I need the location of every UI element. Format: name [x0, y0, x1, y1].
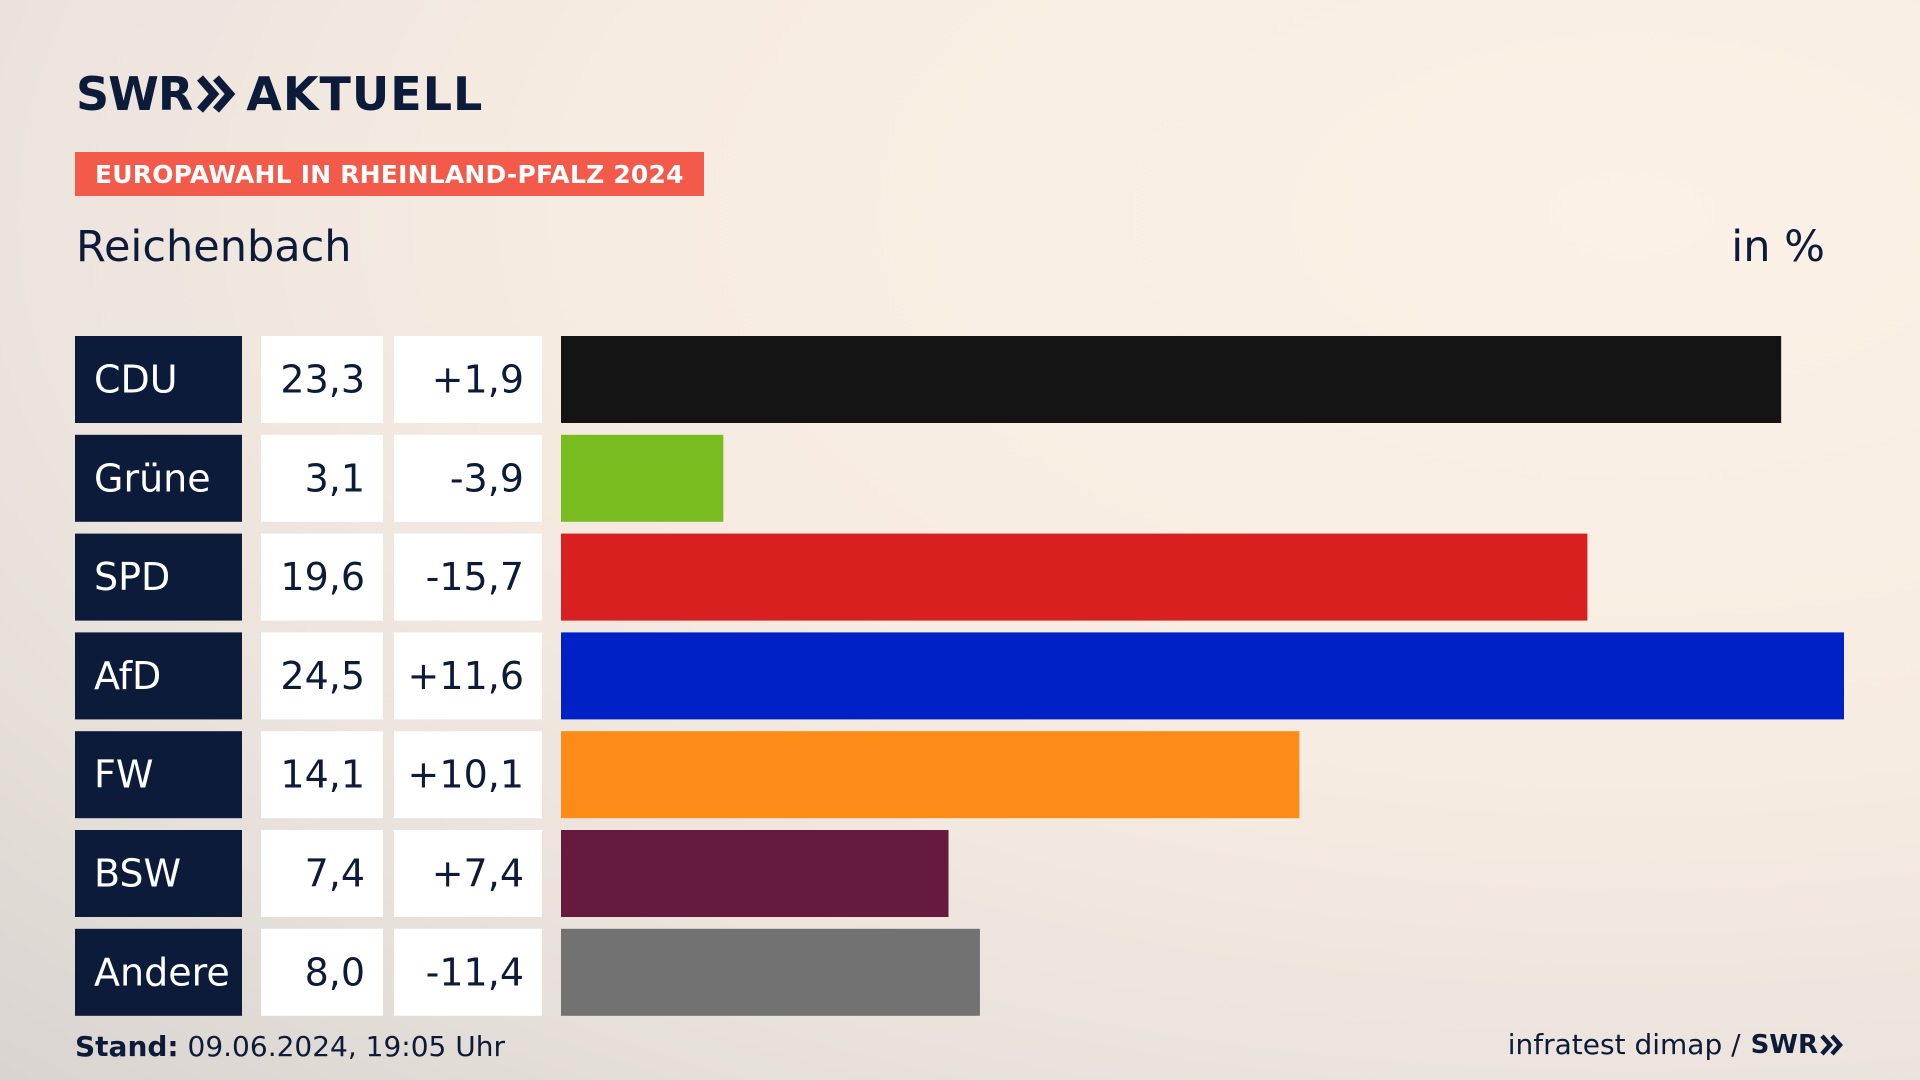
change-label: +10,1: [408, 753, 524, 797]
change-box: [394, 533, 542, 621]
value-label: 3,1: [305, 456, 365, 500]
timestamp: Stand: 09.06.2024, 19:05 Uhr: [75, 1030, 505, 1063]
party-label-box: [75, 731, 242, 819]
party-label: FW: [94, 753, 153, 797]
party-label-box: [75, 336, 242, 423]
result-bar: [561, 336, 1782, 423]
party-label-box: [75, 830, 242, 917]
value-box: [261, 830, 383, 917]
change-box: [394, 830, 542, 917]
logo-aktuell-text: AKTUELL: [246, 67, 484, 121]
stand-value: 09.06.2024, 19:05 Uhr: [187, 1030, 505, 1063]
result-bar: [561, 830, 949, 917]
value-box: [261, 928, 383, 1016]
party-label-box: [75, 632, 242, 720]
change-box: [394, 434, 542, 522]
change-label: -11,4: [426, 950, 524, 994]
source-logo-text: SWR: [1750, 1029, 1818, 1060]
change-label: -3,9: [450, 456, 524, 500]
swr-aktuell-logo: SWR AKTUELL: [76, 67, 484, 121]
result-bar: [561, 434, 724, 522]
value-label: 23,3: [280, 358, 365, 402]
place-title: Reichenbach: [76, 222, 352, 272]
result-bar: [561, 533, 1588, 621]
change-box: [394, 731, 542, 819]
party-label: AfD: [94, 654, 161, 698]
election-badge: EUROPAWAHL IN RHEINLAND-PFALZ 2024: [75, 152, 704, 196]
party-label: SPD: [94, 555, 170, 599]
small-double-chevron-icon: [1820, 1034, 1844, 1055]
party-label: Andere: [94, 950, 230, 994]
value-label: 8,0: [305, 950, 365, 994]
stand-label: Stand:: [75, 1030, 179, 1063]
change-box: [394, 632, 542, 720]
party-label: BSW: [94, 852, 181, 896]
party-label-box: [75, 928, 242, 1016]
value-box: [261, 632, 383, 720]
unit-label: in %: [1731, 222, 1825, 272]
result-bar: [561, 632, 1844, 720]
value-label: 7,4: [305, 852, 365, 896]
change-label: +1,9: [432, 358, 524, 402]
change-label: +7,4: [432, 852, 524, 896]
value-box: [261, 731, 383, 819]
change-box: [394, 336, 542, 423]
value-box: [261, 336, 383, 423]
party-label: Grüne: [94, 456, 211, 500]
value-box: [261, 434, 383, 522]
result-bar: [561, 928, 980, 1016]
change-label: -15,7: [426, 555, 524, 599]
party-label-box: [75, 533, 242, 621]
double-chevron-icon: [197, 75, 236, 113]
value-label: 24,5: [280, 654, 365, 698]
source-text: infratest dimap /: [1507, 1028, 1741, 1061]
value-label: 14,1: [280, 753, 365, 797]
change-box: [394, 928, 542, 1016]
change-label: +11,6: [408, 654, 524, 698]
logo-swr-text: SWR: [76, 67, 193, 121]
party-label-box: [75, 434, 242, 522]
value-label: 19,6: [280, 555, 365, 599]
party-label: CDU: [94, 358, 178, 402]
result-bar: [561, 731, 1300, 819]
value-box: [261, 533, 383, 621]
source-credit: infratest dimap / SWR: [1508, 1028, 1844, 1061]
